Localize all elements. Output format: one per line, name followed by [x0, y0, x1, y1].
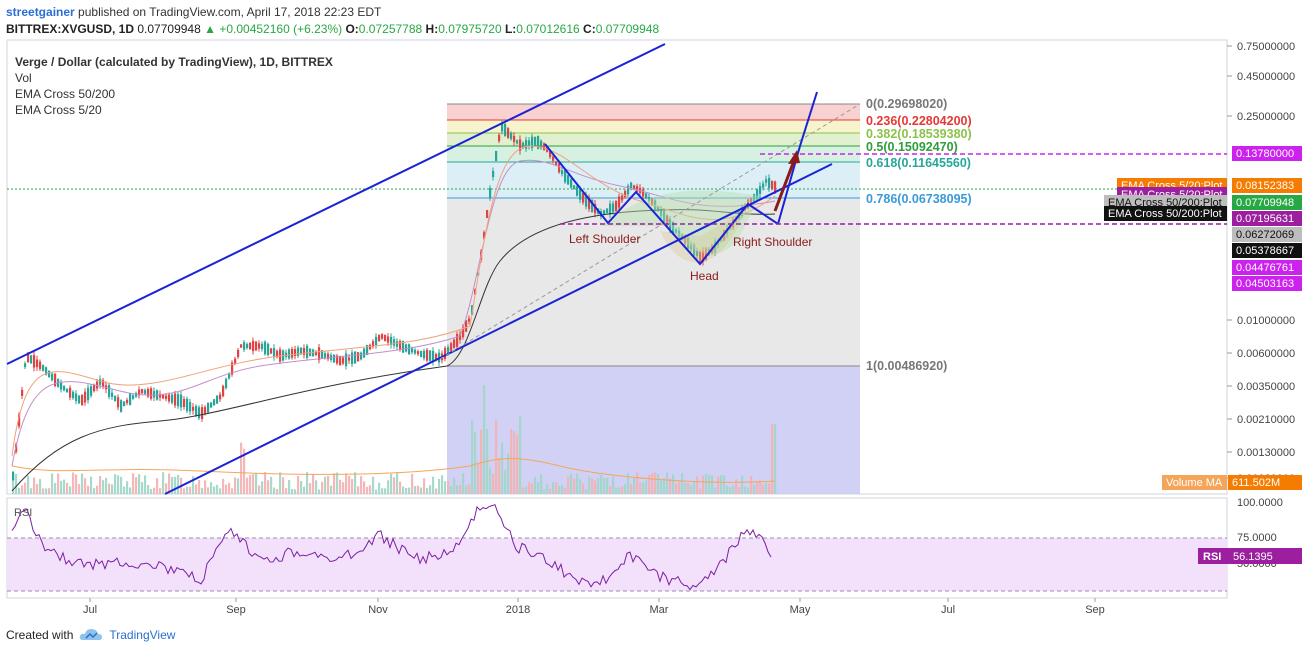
rsi-badge-value: 56.1395 — [1233, 551, 1273, 563]
time-tick-label: Mar — [650, 604, 669, 616]
time-tick-label: Sep — [226, 604, 246, 616]
price-candles — [12, 119, 777, 481]
fib-labels: 0(0.29698020) 0.236(0.22804200)0.382(0.18… — [866, 97, 972, 373]
low-label: L: — [504, 22, 517, 36]
time-tick-label: Nov — [368, 604, 388, 616]
price-badge: EMA Cross 50/200:Plot — [1108, 208, 1222, 220]
price-badge: 0.07709948 — [1236, 197, 1294, 209]
price-axis[interactable]: 0.75000000 0.45000000 0.25000000 0.01000000… — [1227, 41, 1295, 485]
head-label[interactable]: Head — [690, 269, 719, 283]
footer: Created with TradingView — [6, 628, 175, 642]
fib-level-label: 0.236(0.22804200) — [866, 114, 972, 128]
publish-line: streetgainer published on TradingView.co… — [6, 5, 381, 19]
rsi-label: RSI — [14, 507, 32, 519]
high-value: 0.07975720 — [438, 22, 502, 36]
fib-level-label: 1(0.00486920) — [866, 359, 947, 373]
high-label: H: — [425, 22, 439, 36]
price-badge: 611.502M — [1232, 477, 1280, 489]
legend-title[interactable]: Verge / Dollar (calculated by TradingVie… — [15, 55, 333, 69]
head-shoulders-path[interactable] — [544, 143, 779, 266]
price-badge: 0.07195631 — [1236, 213, 1294, 225]
volume-bars — [11, 385, 777, 494]
price-tick-label: 0.75000000 — [1237, 41, 1295, 53]
time-axis[interactable]: Jul Sep Nov 2018 Mar May Jul Sep — [83, 598, 1105, 616]
ohlc-line: BITTREX:XVGUSD, 1D 0.07709948 ▲ +0.00452… — [6, 22, 659, 36]
price-tick-label: 0.45000000 — [1237, 71, 1295, 83]
fib-level-label: 0.5(0.15092470) — [866, 140, 958, 154]
price-tick-label: 0.01000000 — [1237, 315, 1295, 327]
left-shoulder-label[interactable]: Left Shoulder — [569, 232, 640, 246]
tradingview-brand-link[interactable]: TradingView — [109, 628, 176, 642]
arrow-head-icon — [788, 150, 800, 164]
price-badge: 0.05378667 — [1236, 245, 1294, 257]
close-label: C: — [583, 22, 596, 36]
fib-level-label: 0.382(0.18539380) — [866, 127, 972, 141]
ema-50-line — [11, 159, 776, 467]
price-tick-label: 0.25000000 — [1237, 111, 1295, 123]
rsi-line — [11, 504, 772, 591]
legend-vol[interactable]: Vol — [15, 71, 32, 85]
rsi-axis: 100.0000 75.0000 50.0000 RSI 56.1395 — [1198, 497, 1302, 570]
price-chart[interactable]: 0(0.29698020) 0.236(0.22804200)0.382(0.18… — [0, 36, 1305, 626]
price-tick-label: 0.00210000 — [1237, 414, 1295, 426]
ema-20-line — [11, 145, 776, 457]
close-value: 0.07709948 — [595, 22, 660, 36]
fib-level-label: 0(0.29698020) — [866, 97, 947, 111]
channel-mid-dashed[interactable] — [439, 103, 861, 360]
fib-level-label: 0.786(0.06738095) — [866, 192, 972, 206]
channel-upper[interactable] — [6, 43, 666, 365]
legend-ema-50-200[interactable]: EMA Cross 50/200 — [15, 87, 116, 101]
price-badge: 0.13780000 — [1236, 148, 1294, 160]
price-badge: 0.08152383 — [1236, 180, 1294, 192]
time-tick-label: Jul — [83, 604, 97, 616]
rsi-badge-label: RSI — [1203, 551, 1221, 563]
open-label: O: — [345, 22, 359, 36]
price-tick-label: 0.00600000 — [1237, 348, 1295, 360]
low-value: 0.07012616 — [516, 22, 580, 36]
price-badge: 0.04476761 — [1236, 262, 1294, 274]
time-tick-label: Sep — [1085, 604, 1105, 616]
price-badge: Volume MA — [1166, 477, 1223, 489]
time-tick-label: May — [790, 604, 811, 616]
target-projection[interactable] — [777, 91, 818, 225]
created-with-text: Created with — [6, 628, 74, 642]
rsi-band — [7, 538, 1227, 591]
last-price: 0.07709948 — [137, 22, 201, 36]
open-value: 0.07257788 — [358, 22, 423, 36]
channel-lower[interactable] — [164, 163, 833, 495]
chart-legend: Verge / Dollar (calculated by TradingVie… — [15, 54, 333, 118]
time-tick-label: 2018 — [506, 604, 530, 616]
legend-ema-5-20[interactable]: EMA Cross 5/20 — [15, 103, 102, 117]
svg-text:100.0000: 100.0000 — [1237, 497, 1283, 509]
symbol-label[interactable]: BITTREX:XVGUSD, 1D — [6, 22, 135, 36]
arrow-up-icon: ▲ — [204, 22, 216, 36]
author-link[interactable]: streetgainer — [6, 5, 75, 19]
tradingview-cloud-icon — [80, 629, 103, 640]
publish-info: published on TradingView.com, April 17, … — [78, 5, 382, 19]
time-tick-label: Jul — [941, 604, 955, 616]
price-tick-label: 0.00130000 — [1237, 447, 1295, 459]
price-change: +0.00452160 (+6.23%) — [219, 22, 343, 36]
fib-level-label: 0.618(0.11645560) — [866, 156, 971, 170]
price-badge: 0.06272069 — [1236, 229, 1294, 241]
price-badge: 0.04503163 — [1236, 278, 1294, 290]
price-tick-label: 0.00350000 — [1237, 381, 1295, 393]
right-shoulder-label[interactable]: Right Shoulder — [733, 235, 812, 249]
breakout-arrow[interactable] — [773, 157, 797, 212]
svg-text:75.0000: 75.0000 — [1237, 532, 1277, 544]
